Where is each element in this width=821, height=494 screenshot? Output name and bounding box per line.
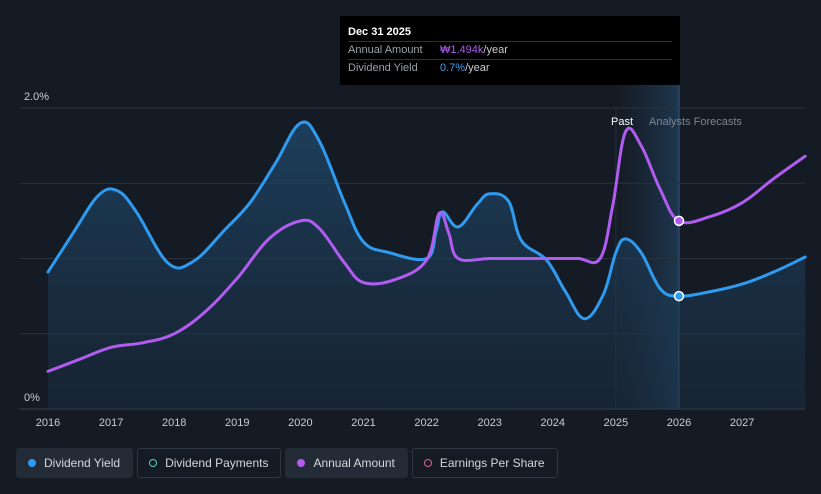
tooltip-row-dividend-yield: Dividend Yield 0.7% /year: [348, 59, 672, 77]
legend-label: Dividend Yield: [44, 456, 121, 470]
x-axis-labels: 2016 2017 2018 2019 2020 2021 2022 2023 2024 2025…: [36, 417, 755, 429]
tooltip-unit: /year: [483, 44, 508, 56]
x-tick-label: 2020: [288, 417, 312, 429]
dividend-yield-area: [48, 122, 806, 410]
legend-label: Annual Amount: [313, 456, 395, 470]
x-tick-label: 2019: [225, 417, 249, 429]
annual-amount-line: [46, 126, 807, 373]
legend-item-dividend-payments[interactable]: Dividend Payments: [137, 448, 282, 478]
chart-tooltip: Dec 31 2025 Annual Amount ₩1.494k /year …: [340, 16, 680, 85]
legend-item-earnings-per-share[interactable]: Earnings Per Share: [411, 448, 558, 478]
legend-item-annual-amount[interactable]: Annual Amount: [285, 448, 408, 478]
chart-series: [46, 120, 807, 410]
x-tick-label: 2022: [414, 417, 438, 429]
past-label: Past: [611, 116, 633, 128]
x-tick-label: 2024: [541, 417, 565, 429]
tooltip-unit: /year: [465, 62, 490, 74]
tooltip-value: ₩1.494k: [440, 44, 484, 56]
annual-amount-marker: [673, 215, 685, 227]
x-tick-label: 2018: [162, 417, 186, 429]
chart-legend: Dividend Yield Dividend Payments Annual …: [16, 448, 558, 480]
x-tick-label: 2017: [99, 417, 123, 429]
legend-label: Dividend Payments: [165, 456, 269, 470]
legend-label: Earnings Per Share: [439, 456, 545, 470]
tooltip-label: Dividend Yield: [348, 62, 418, 74]
x-tick-label: 2021: [351, 417, 375, 429]
dividend-yield-line: [46, 120, 807, 321]
x-tick-label: 2025: [604, 417, 628, 429]
legend-ring-icon: [149, 459, 158, 467]
tooltip-row-annual-amount: Annual Amount ₩1.494k /year: [348, 41, 672, 59]
tooltip-value: 0.7%: [440, 62, 466, 74]
x-tick-label: 2026: [667, 417, 691, 429]
forecast-label: Analysts Forecasts: [649, 116, 742, 128]
y-axis-labels: 2.0% 0%: [24, 91, 49, 404]
y-tick-label: 2.0%: [24, 91, 49, 103]
legend-dot-icon: [28, 459, 36, 467]
x-tick-label: 2016: [36, 417, 60, 429]
legend-item-dividend-yield[interactable]: Dividend Yield: [16, 448, 134, 478]
y-tick-label: 0%: [24, 392, 40, 404]
x-tick-label: 2027: [730, 417, 754, 429]
legend-dot-icon: [297, 459, 306, 467]
tooltip-label: Annual Amount: [348, 44, 423, 56]
x-tick-label: 2023: [477, 417, 501, 429]
tooltip-date: Dec 31 2025: [348, 26, 411, 38]
dividend-yield-marker: [673, 290, 685, 302]
legend-ring-icon: [423, 459, 432, 467]
